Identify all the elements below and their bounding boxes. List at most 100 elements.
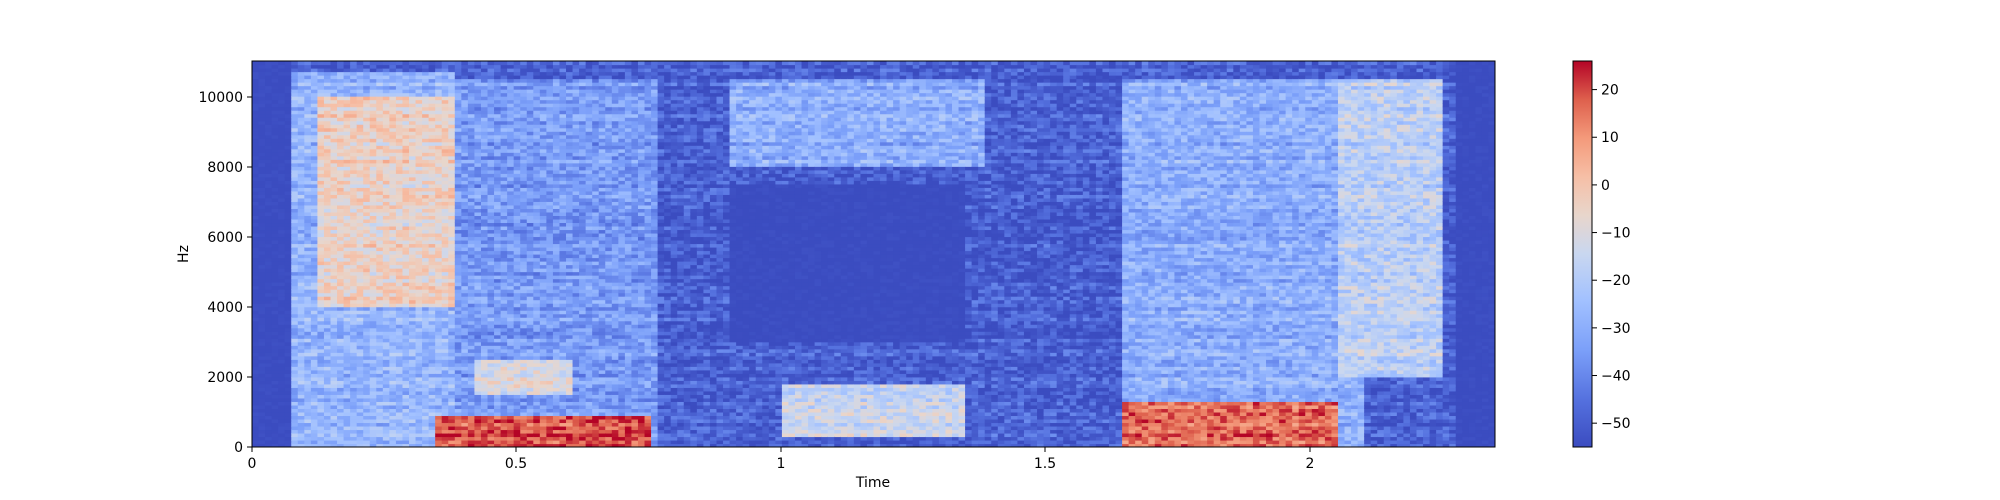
spectrogram-cell xyxy=(526,411,534,417)
spectrogram-cell xyxy=(409,96,417,101)
spectrogram-cell xyxy=(291,331,299,336)
spectrogram-cell xyxy=(258,215,266,220)
spectrogram-cell xyxy=(369,106,377,111)
spectrogram-cell xyxy=(448,225,456,231)
spectrogram-cell xyxy=(539,166,547,171)
spectrogram-cell xyxy=(474,141,482,146)
spectrogram-cell xyxy=(265,148,273,153)
spectrogram-cell xyxy=(507,194,515,199)
spectrogram-cell xyxy=(513,159,521,164)
spectrogram-cell xyxy=(409,159,417,164)
spectrogram-cell xyxy=(369,331,377,336)
spectrogram-cell xyxy=(376,387,384,392)
spectrogram-cell xyxy=(343,299,351,304)
spectrogram-cell xyxy=(546,352,554,357)
spectrogram-cell xyxy=(356,334,364,339)
spectrogram-cell xyxy=(369,176,377,181)
spectrogram-cell xyxy=(350,124,358,129)
spectrogram-cell xyxy=(409,394,417,399)
spectrogram-cell xyxy=(258,169,266,174)
spectrogram-cell xyxy=(487,331,495,336)
spectrogram-cell xyxy=(278,271,286,276)
spectrogram-cell xyxy=(330,141,338,146)
spectrogram-cell xyxy=(363,145,371,150)
spectrogram-cell xyxy=(487,232,495,238)
spectrogram-cell xyxy=(323,78,332,83)
spectrogram-cell xyxy=(435,362,443,367)
spectrogram-cell xyxy=(520,303,528,308)
spectrogram-cell xyxy=(454,264,462,269)
spectrogram-cell xyxy=(297,141,305,146)
spectrogram-cell xyxy=(415,208,423,213)
spectrogram-cell xyxy=(428,404,436,409)
spectrogram-cell xyxy=(480,152,489,157)
spectrogram-cell xyxy=(409,180,417,185)
spectrogram-cell xyxy=(258,303,266,308)
spectrogram-cell xyxy=(304,145,312,150)
spectrogram-cell xyxy=(487,190,495,195)
spectrogram-cell xyxy=(337,369,345,374)
spectrogram-cell xyxy=(526,71,534,76)
spectrogram-cell xyxy=(513,113,521,118)
spectrogram-cell xyxy=(323,117,332,122)
spectrogram-cell xyxy=(428,225,436,231)
spectrogram-cell xyxy=(265,120,273,125)
spectrogram-cell xyxy=(507,352,515,357)
spectrogram-cell xyxy=(487,296,495,301)
spectrogram-cell xyxy=(507,436,515,441)
spectrogram-cell xyxy=(500,99,508,104)
spectrogram-cell xyxy=(467,439,476,445)
spectrogram-cell xyxy=(474,176,482,181)
spectrogram-cell xyxy=(448,190,456,195)
spectrogram-cell xyxy=(330,148,338,153)
spectrogram-cell xyxy=(382,383,390,388)
spectrogram-cell xyxy=(376,96,384,101)
spectrogram-cell xyxy=(343,292,351,297)
spectrogram-cell xyxy=(271,324,279,329)
spectrogram-cell xyxy=(402,243,410,248)
spectrogram-cell xyxy=(520,362,528,367)
spectrogram-cell xyxy=(526,215,534,220)
spectrogram-cell xyxy=(480,120,489,125)
spectrogram-cell xyxy=(369,383,377,388)
spectrogram-cell xyxy=(487,131,495,136)
spectrogram-cell xyxy=(467,246,476,252)
spectrogram-cell xyxy=(546,376,554,381)
spectrogram-cell xyxy=(317,64,325,69)
spectrogram-cell xyxy=(448,366,456,371)
spectrogram-cell xyxy=(435,264,443,269)
spectrogram-cell xyxy=(409,439,417,445)
spectrogram-cell xyxy=(356,225,364,231)
spectrogram-cell xyxy=(494,145,502,150)
spectrogram-cell xyxy=(487,82,495,87)
spectrogram-cell xyxy=(369,99,377,104)
spectrogram-cell xyxy=(487,345,495,350)
spectrogram-cell xyxy=(487,117,495,122)
spectrogram-cell xyxy=(474,268,482,273)
spectrogram-cell xyxy=(513,190,521,195)
spectrogram-cell xyxy=(317,113,325,118)
spectrogram-cell xyxy=(350,359,358,364)
spectrogram-cell xyxy=(252,106,260,111)
spectrogram-cell xyxy=(533,85,541,90)
spectrogram-cell xyxy=(474,229,482,234)
spectrogram-cell xyxy=(291,75,299,80)
spectrogram-cell xyxy=(310,334,319,339)
spectrogram-cell xyxy=(382,106,390,111)
spectrogram-cell xyxy=(480,225,489,231)
spectrogram-cell xyxy=(454,169,462,174)
spectrogram-cell xyxy=(487,306,495,311)
spectrogram-cell xyxy=(526,239,534,245)
spectrogram-cell xyxy=(310,341,319,346)
spectrogram-cell xyxy=(304,331,312,336)
spectrogram-cell xyxy=(520,292,528,297)
spectrogram-cell xyxy=(284,120,292,125)
spectrogram-cell xyxy=(402,285,410,290)
spectrogram-cell xyxy=(526,152,534,157)
spectrogram-cell xyxy=(369,359,377,364)
spectrogram-cell xyxy=(415,85,423,90)
spectrogram-cell xyxy=(428,338,436,343)
spectrogram-cell xyxy=(252,103,260,108)
spectrogram-cell xyxy=(389,299,397,304)
spectrogram-cell xyxy=(258,211,266,216)
